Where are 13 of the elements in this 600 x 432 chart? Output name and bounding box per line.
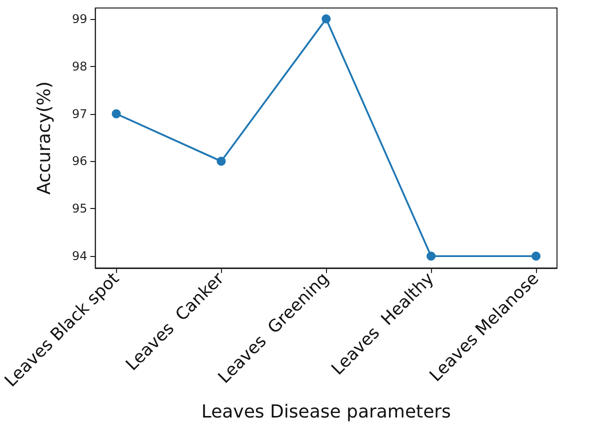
y-tick-label: 97 xyxy=(72,106,88,121)
y-tick-label: 99 xyxy=(72,12,88,26)
y-axis-title: Accuracy(%) xyxy=(34,81,55,195)
y-tick-label: 94 xyxy=(72,249,88,264)
y-tick-label: 96 xyxy=(72,154,88,168)
point xyxy=(426,252,436,261)
point xyxy=(322,14,331,24)
y-tick-label: 98 xyxy=(72,59,88,74)
y-tick-label: 95 xyxy=(72,202,88,216)
point xyxy=(532,252,541,261)
point xyxy=(216,156,226,166)
x-axis-title: Leaves Disease parameters xyxy=(201,402,451,422)
point xyxy=(112,109,121,118)
